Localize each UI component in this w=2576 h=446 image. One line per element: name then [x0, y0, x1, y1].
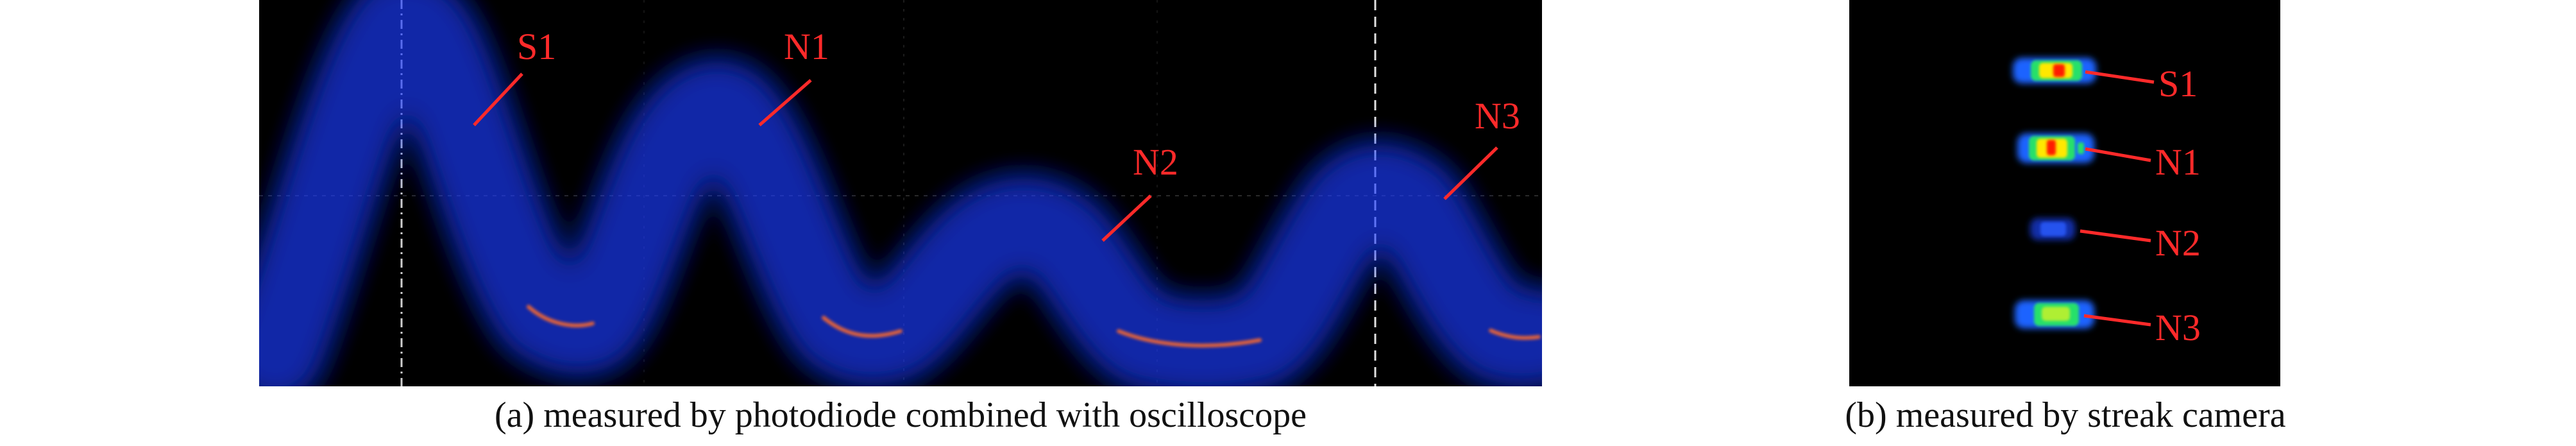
svg-text:N3: N3	[1475, 95, 1520, 137]
spot-label-n1: N1	[2085, 141, 2201, 183]
spot-label-s1: S1	[2085, 63, 2198, 105]
spot-label-n3: N3	[2083, 307, 2201, 348]
svg-text:N1: N1	[2155, 141, 2201, 183]
svg-text:N2: N2	[2155, 222, 2201, 264]
streak-image: S1 N1 N2 N3	[2013, 58, 2201, 348]
caption-a: (a) measured by photodiode combined with…	[495, 395, 1307, 435]
spot-s1	[2013, 58, 2096, 83]
svg-text:S1: S1	[2158, 63, 2198, 105]
trace	[259, 0, 1542, 386]
oscilloscope-panel: S1 N1 N2 N3	[259, 0, 1542, 386]
svg-text:N1: N1	[784, 26, 829, 67]
streak-camera-panel: S1 N1 N2 N3	[1849, 0, 2280, 386]
pulse-label-s1: S1	[473, 26, 556, 126]
pulse-label-n3: N3	[1443, 95, 1520, 200]
pulse-label-n2: N2	[1101, 141, 1178, 242]
svg-text:N3: N3	[2155, 307, 2201, 348]
spot-label-n2: N2	[2080, 222, 2201, 264]
caption-b: (b) measured by streak camera	[1845, 395, 2286, 435]
svg-text:S1: S1	[517, 26, 556, 67]
spot-n1	[2017, 133, 2094, 163]
spot-n2	[2030, 218, 2075, 240]
trace-troughs	[527, 305, 1541, 348]
spot-n3	[2015, 300, 2094, 329]
pulse-label-n1: N1	[758, 26, 829, 126]
svg-text:N2: N2	[1133, 141, 1178, 183]
oscilloscope-plot: S1 N1 N2 N3	[259, 0, 1542, 386]
